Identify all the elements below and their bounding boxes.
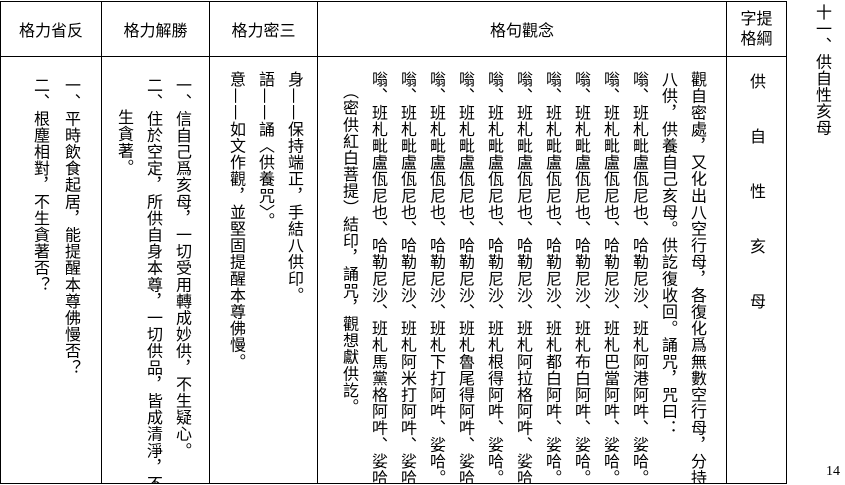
- concept-line: （密供紅白菩提）結印，誦咒，觀想獻供訖。: [340, 83, 359, 415]
- reflection-item: 一、平時飲食起居，能提醒本尊佛慢否？: [62, 77, 81, 376]
- column-concept: 格句觀念 觀自密處，又化出八空行母，各復化爲無數空行母，分持 八供，供養自己亥母…: [317, 2, 726, 483]
- three-secrets-text: 身——保持端正，手結八供印。 語——誦〈供養咒〉。 意——如文作觀，並堅固提醒本…: [222, 71, 309, 483]
- concept-text: 觀自密處，又化出八空行母，各復化爲無數空行母，分持 八供，供養自己亥母。供訖復收…: [335, 71, 712, 483]
- page-number: 14: [826, 464, 840, 479]
- mantra-line: 嗡、班札毗盧佤尼也、哈勒尼沙、班札馬黨格阿吽、娑哈。: [369, 71, 388, 483]
- reflection-item: 二、根塵相對，不生貪著否？: [31, 77, 50, 293]
- secret-body: 身——保持端正，手結八供印。: [285, 71, 304, 304]
- mantra-line: 嗡、班札毗盧佤尼也、哈勒尼沙、班札阿拉格阿吽、娑哈。: [514, 71, 533, 483]
- secret-speech: 語——誦〈供養咒〉。: [256, 71, 275, 229]
- section-title: 十一、供自性亥母: [813, 4, 832, 136]
- concept-line: 八供，供養自己亥母。供訖復收回。誦咒，咒曰：: [659, 71, 678, 437]
- reflection-text: 一、平時飲食起居，能提醒本尊佛慢否？ 二、根塵相對，不生貪著否？: [25, 77, 87, 483]
- header-outline-line1: 字提: [740, 9, 773, 28]
- mantra-line: 嗡、班札毗盧佤尼也、哈勒尼沙、班札下打阿吽、娑哈。: [427, 71, 446, 483]
- column-reflection: 格力省反 一、平時飲食起居，能提醒本尊佛慢否？ 二、根塵相對，不生貪著否？: [0, 2, 101, 483]
- secret-mind: 意——如文作觀，並堅固提醒本尊佛慢。: [227, 71, 246, 370]
- mantra-line: 嗡、班札毗盧佤尼也、哈勒尼沙、班札魯尾得阿吽、娑哈。: [456, 71, 475, 483]
- outline-text: 供自性亥母: [747, 73, 766, 348]
- header-concept: 格句觀念: [318, 2, 726, 57]
- mantra-line: 嗡、班札毗盧佤尼也、哈勒尼沙、班札阿米打阿吽、娑哈。: [398, 71, 417, 483]
- column-victory: 格力解勝 一、信自己爲亥母，一切受用轉成妙供，不生疑心。 二、住於空定，所供自身…: [101, 2, 209, 483]
- mantra-line: 嗡、班札毗盧佤尼也、哈勒尼沙、班札巴當阿吽、娑哈。: [601, 71, 620, 483]
- victory-text: 一、信自己爲亥母，一切受用轉成妙供，不生疑心。 二、住於空定，所供自身本尊，一切…: [110, 77, 197, 483]
- header-outline-line2: 格綱: [740, 29, 773, 48]
- mantra-line: 嗡、班札毗盧佤尼也、哈勒尼沙、班札都白阿吽、娑哈。: [543, 71, 562, 483]
- header-three-secrets: 格力密三: [210, 2, 317, 57]
- header-outline: 字提 格綱: [727, 2, 786, 57]
- mantra-line: 嗡、班札毗盧佤尼也、哈勒尼沙、班札根得阿吽、娑哈。: [485, 71, 504, 483]
- victory-item-continued: 生貪著。: [115, 109, 134, 176]
- mantra-line: 嗡、班札毗盧佤尼也、哈勒尼沙、班札阿港阿吽、娑哈。: [630, 71, 649, 483]
- victory-item: 一、信自己爲亥母，一切受用轉成妙供，不生疑心。: [173, 77, 192, 459]
- victory-item: 二、住於空定，所供自身本尊，一切供品，皆成清淨，不: [144, 77, 163, 483]
- column-outline: 字提 格綱 供自性亥母: [726, 2, 786, 483]
- practice-table: 字提 格綱 供自性亥母 格句觀念 觀自密處，又化出八空行母，各復化爲無數空行母，…: [0, 1, 787, 484]
- header-reflection: 格力省反: [1, 2, 101, 57]
- column-three-secrets: 格力密三 身——保持端正，手結八供印。 語——誦〈供養咒〉。 意——如文作觀，並…: [209, 2, 317, 483]
- concept-line: 觀自密處，又化出八空行母，各復化爲無數空行母，分持: [688, 71, 707, 483]
- mantra-line: 嗡、班札毗盧佤尼也、哈勒尼沙、班札布白阿吽、娑哈。: [572, 71, 591, 483]
- header-victory: 格力解勝: [102, 2, 209, 57]
